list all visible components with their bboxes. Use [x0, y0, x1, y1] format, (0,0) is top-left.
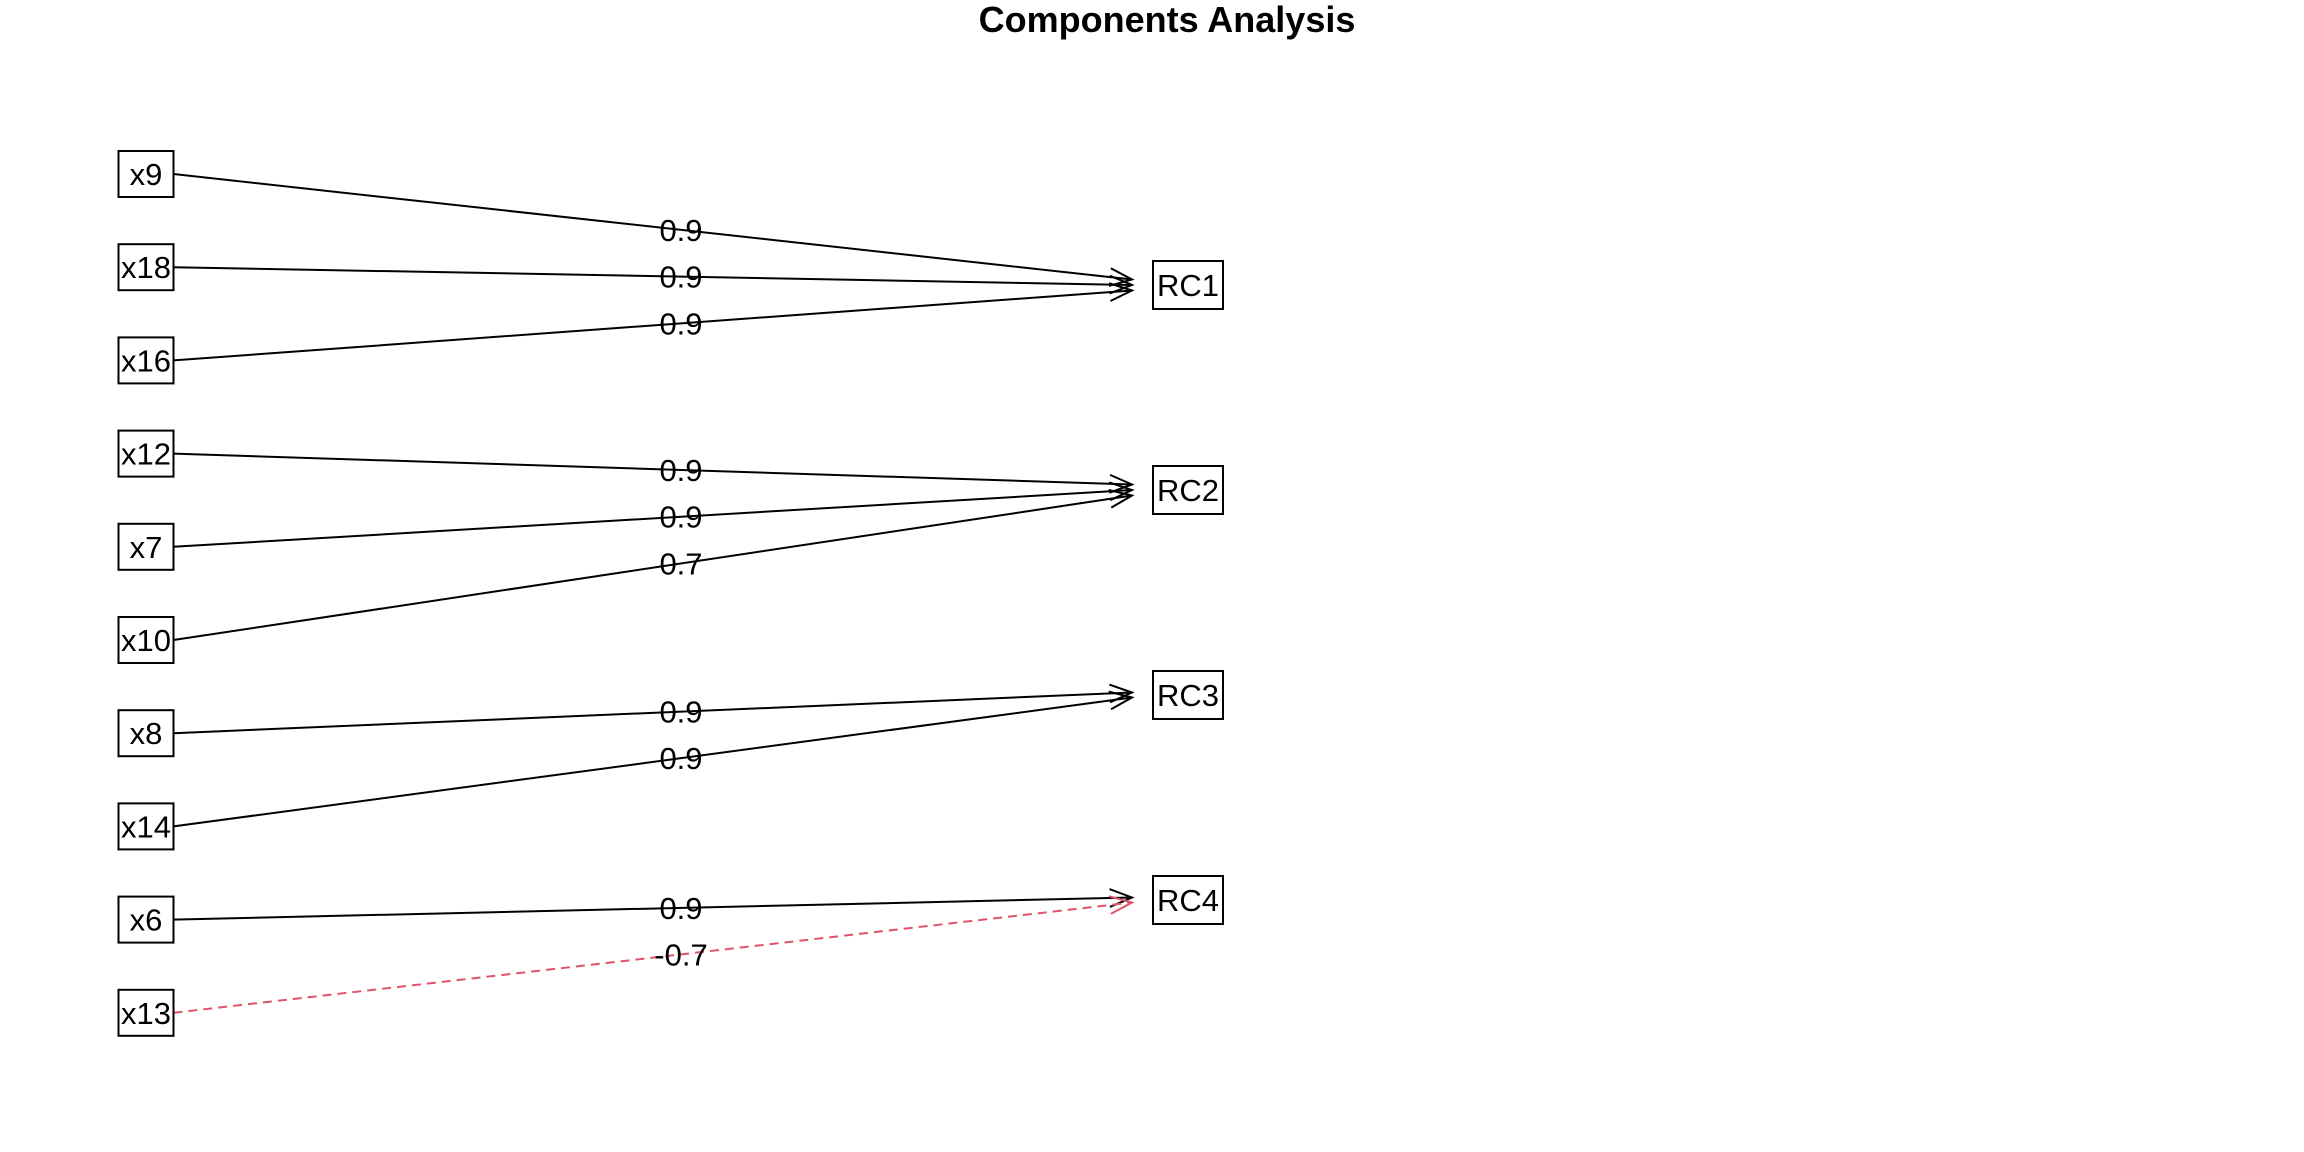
loading-label-x8-RC3: 0.9: [659, 695, 702, 730]
variable-box-x7: [117, 522, 175, 571]
variable-label-x6: x6: [130, 903, 163, 938]
loading-labels: 0.9 0.9 0.9 0.9 0.9 0.7 0.9 0.9 0.9 -0.7: [654, 213, 707, 973]
component-label-RC2: RC2: [1157, 473, 1219, 508]
component-nodes: RC1 RC2 RC3 RC4: [1152, 260, 1224, 925]
loading-edge-x6-RC4: [173, 896, 1133, 921]
loading-label-x16-RC1: 0.9: [659, 306, 702, 341]
loading-edges: [173, 173, 1135, 1014]
loading-label-x18-RC1: 0.9: [659, 260, 702, 295]
component-box-RC3: [1152, 670, 1224, 720]
variable-box-x16: [117, 336, 175, 385]
variable-label-x13: x13: [121, 996, 171, 1031]
variable-label-x9: x9: [130, 157, 163, 192]
loading-edge-x13-RC4: [173, 901, 1133, 1014]
variable-box-x14: [117, 802, 175, 851]
component-box-RC4: [1152, 875, 1224, 925]
variable-box-x6: [117, 895, 175, 944]
component-label-RC4: RC4: [1157, 883, 1219, 918]
component-label-RC1: RC1: [1157, 268, 1219, 303]
loading-edge-x10-RC2: [173, 494, 1133, 641]
variable-box-x13: [117, 988, 175, 1037]
loading-edge-x16-RC1: [173, 289, 1133, 362]
arrowhead-x10-RC2: [1108, 489, 1135, 509]
variable-label-x10: x10: [121, 623, 171, 658]
component-box-RC1: [1152, 260, 1224, 310]
variable-label-x7: x7: [130, 530, 163, 565]
loading-label-x6-RC4: 0.9: [659, 891, 702, 926]
variable-box-x10: [117, 616, 175, 664]
loading-label-x13-RC4: -0.7: [654, 937, 707, 972]
variable-label-x8: x8: [130, 716, 163, 751]
arrowhead-x16-RC1: [1108, 282, 1135, 302]
loading-edge-x14-RC3: [173, 696, 1133, 828]
loading-label-x7-RC2: 0.9: [659, 500, 702, 535]
variable-box-x12: [117, 429, 175, 478]
variable-label-x18: x18: [121, 250, 171, 285]
loading-label-x12-RC2: 0.9: [659, 453, 702, 488]
loading-label-x14-RC3: 0.9: [659, 741, 702, 776]
variable-label-x14: x14: [121, 809, 171, 844]
arrowhead-x14-RC3: [1108, 690, 1135, 711]
component-label-RC3: RC3: [1157, 678, 1219, 713]
loading-label-x9-RC1: 0.9: [659, 213, 702, 248]
variable-box-x9: [117, 150, 175, 198]
variable-nodes: x9 x18 x16 x12 x7 x10 x8 x14 x6 x13: [117, 150, 175, 1037]
loading-edge-x9-RC1: [173, 173, 1133, 281]
diagram-title: Components Analysis: [979, 0, 1356, 40]
variable-box-x8: [117, 709, 175, 758]
loading-edge-x7-RC2: [173, 489, 1133, 548]
variable-box-x18: [117, 243, 175, 292]
variable-label-x16: x16: [121, 343, 171, 378]
loading-edge-x18-RC1: [173, 266, 1133, 286]
component-box-RC2: [1152, 465, 1224, 515]
loading-edge-x12-RC2: [173, 452, 1133, 486]
loading-label-x10-RC2: 0.7: [659, 546, 702, 581]
loading-edge-x8-RC3: [173, 691, 1133, 735]
arrowhead-x13-RC4: [1108, 895, 1135, 915]
variable-label-x12: x12: [121, 437, 171, 472]
